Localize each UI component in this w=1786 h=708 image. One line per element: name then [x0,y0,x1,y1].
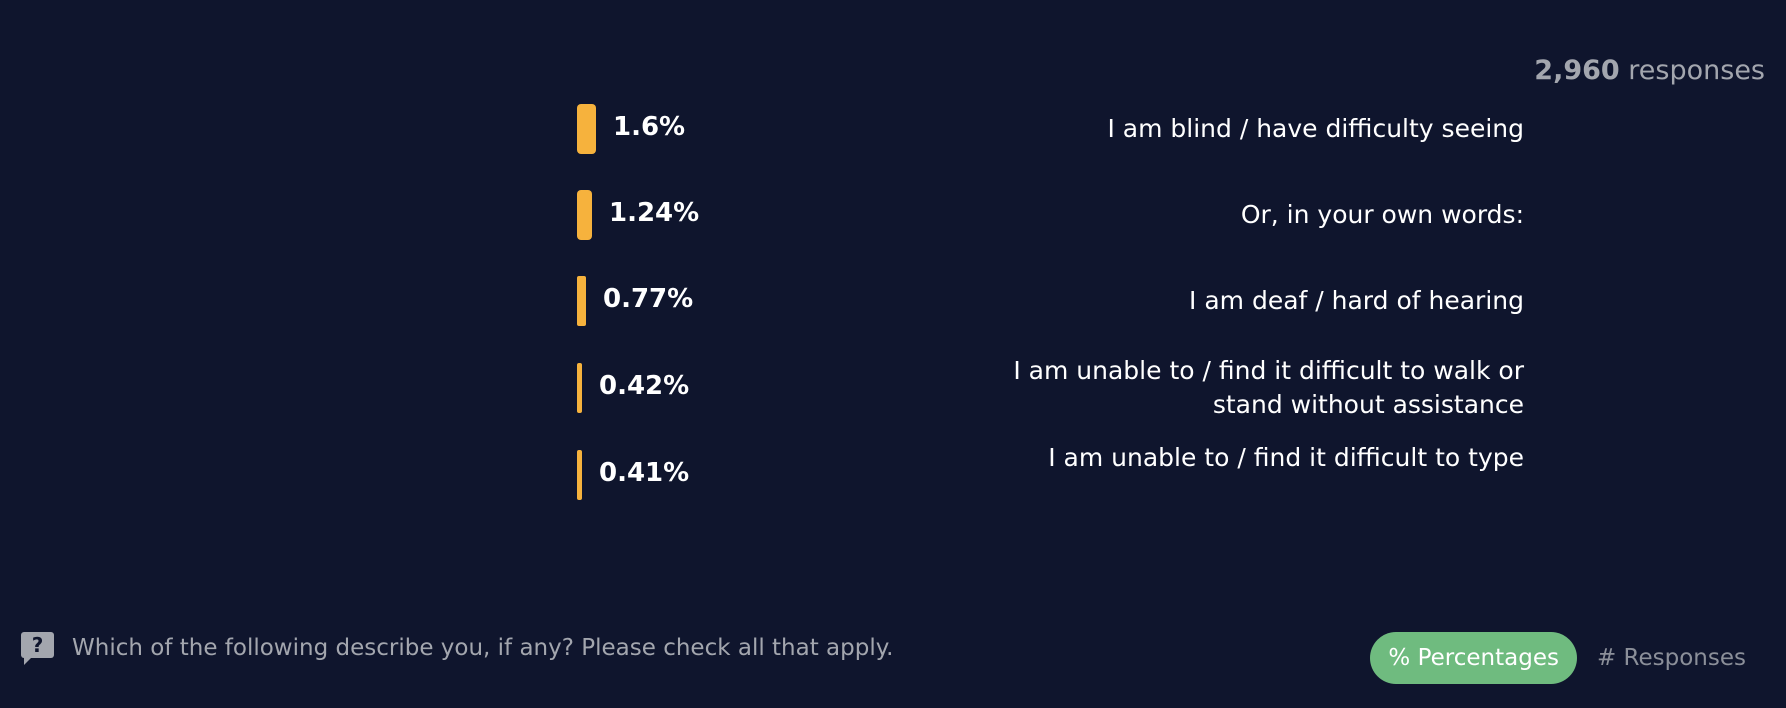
bar [577,363,582,413]
responses-word: responses [1628,55,1765,86]
category-label: I am unable to / find it difficult to ty… [1048,443,1524,472]
category-label: I am unable to / find it difficult to wa… [1013,356,1524,419]
bar [577,450,582,500]
value-label: 0.77% [603,284,694,314]
percentages-toggle-button[interactable]: % Percentages [1370,632,1577,684]
value-label: 1.24% [609,198,700,228]
category-label: Or, in your own words: [1240,200,1524,229]
question-footer: ? Which of the following describe you, i… [21,632,894,665]
responses-count: 2,960 responses [1534,55,1765,86]
category-label: I am blind / have difficulty seeing [1107,114,1524,143]
display-toggle: % Percentages # Responses [1370,632,1746,684]
category-label: I am deaf / hard of hearing [1189,286,1524,315]
value-label: 0.41% [599,458,690,488]
value-label: 0.42% [599,371,690,401]
responses-number: 2,960 [1534,55,1620,86]
bar [577,276,586,326]
responses-toggle-button[interactable]: # Responses [1596,645,1746,671]
bar [577,190,592,240]
question-text: Which of the following describe you, if … [72,635,894,661]
value-label: 1.6% [613,112,686,142]
question-box-icon: ? [21,632,54,665]
bar [577,104,596,154]
